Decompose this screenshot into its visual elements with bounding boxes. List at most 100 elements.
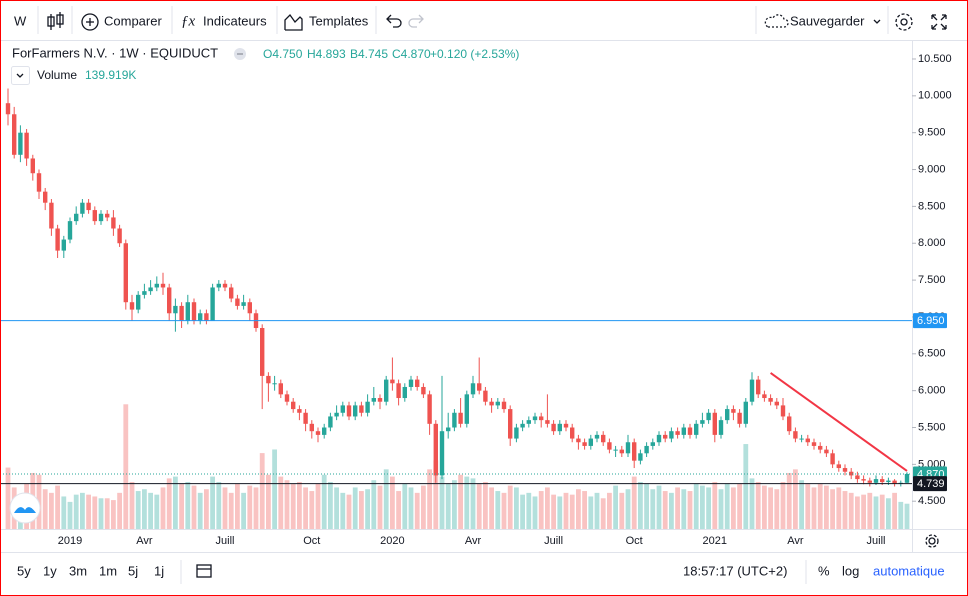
candle-body [514,427,519,439]
range-button[interactable]: 5y [17,563,31,578]
volume-bar [898,501,904,529]
range-button[interactable]: 1j [154,563,164,578]
candle-body [551,423,556,432]
cloud-icon[interactable] [764,14,789,28]
templates-icon[interactable] [284,13,303,31]
volume-bar [241,492,246,529]
candle-body [55,228,60,251]
compare-icon[interactable] [81,13,99,31]
price-tag [913,313,947,329]
candle-body [136,294,141,310]
volume-bar [737,483,742,529]
volume-bar [718,489,724,529]
candle-body [904,473,910,483]
range-button[interactable]: 1m [99,563,117,578]
candle-body [185,302,190,321]
volume-bar [433,460,439,529]
collapse-icon[interactable] [16,73,24,78]
candle-body [880,479,885,483]
volume-bar [92,496,98,529]
candle-body [501,401,507,410]
candle-body [780,405,786,417]
volume-bar [743,444,749,529]
candle-body [452,412,457,428]
candle-body [613,449,618,451]
candle-body [532,416,538,421]
candle-body [849,471,854,476]
candle-body [303,412,308,424]
candle-body [173,305,178,314]
candle-body [86,202,91,211]
auto-toggle[interactable]: automatique [873,563,945,578]
volume-bar [774,489,780,529]
volume-bar [80,492,85,529]
candle-body [421,386,426,395]
candle-body [694,423,699,435]
candle-body [483,390,488,402]
x-tick-label: 2019 [58,535,82,547]
collapse-button[interactable] [11,66,30,85]
volume-bar [390,476,395,529]
percent-toggle[interactable]: % [818,563,830,578]
candle-body [439,431,445,476]
templates-button[interactable]: Templates [309,13,369,28]
candle-body [340,405,345,413]
redo-icon[interactable] [408,14,424,28]
volume-bar [520,494,525,529]
volume-bar [197,492,203,529]
volume-bar [402,483,408,529]
candle-body [749,379,755,402]
fullscreen-icon[interactable] [931,14,947,30]
price-tag [913,476,947,492]
volume-bar [154,494,160,529]
candle-body [241,302,246,306]
candle-body [204,313,209,321]
range-button[interactable]: 5j [128,563,138,578]
volume-bar [681,489,687,529]
candle-body [129,302,135,310]
clock: 18:57:17 (UTC+2) [683,563,787,578]
volume-bar [811,487,817,529]
y-tick-label: 7.500 [918,274,946,286]
range-button[interactable]: 3m [69,563,87,578]
candle-body [396,383,401,399]
ohlc-open: O4.750 [263,47,303,61]
compare-button[interactable]: Comparer [104,13,162,28]
candle-body [768,398,773,402]
interval-button[interactable]: W [14,13,27,28]
logo[interactable] [9,492,41,524]
save-button[interactable]: Sauvegarder [790,13,865,28]
volume-bar [445,483,451,529]
volume-bar [204,489,209,529]
bar-style-icon[interactable] [47,12,64,30]
candle-body [36,173,42,192]
y-tick-label: 8.000 [918,237,946,249]
candle-body [458,412,463,424]
x-tick-label: Oct [303,535,320,547]
candle-body [322,427,327,435]
volume-bar [582,491,587,529]
candle-body [663,434,668,439]
candle-body [855,475,860,480]
volume-bar [483,482,488,529]
settings-icon[interactable] [895,13,913,31]
range-button[interactable]: 1y [43,563,57,578]
indicators-button[interactable]: Indicateurs [203,13,267,28]
log-toggle[interactable]: log [842,563,859,578]
undo-icon[interactable] [386,14,402,28]
candle-body [334,412,339,417]
volume-bar [86,494,91,529]
date-range-icon[interactable] [196,564,212,578]
volume-bar [408,487,414,529]
candle-body [266,375,271,384]
volume-bar [879,494,885,529]
save-dropdown[interactable] [873,19,881,24]
axis-settings-icon[interactable] [925,534,939,548]
indicators-icon[interactable]: ƒx [181,13,196,29]
candle-body [384,379,389,402]
volume-bar [569,494,575,529]
volume-bar [98,498,104,529]
volume-bar [228,492,234,529]
symbol-status [234,48,246,60]
ohlc-low: B4.745 [350,47,388,61]
